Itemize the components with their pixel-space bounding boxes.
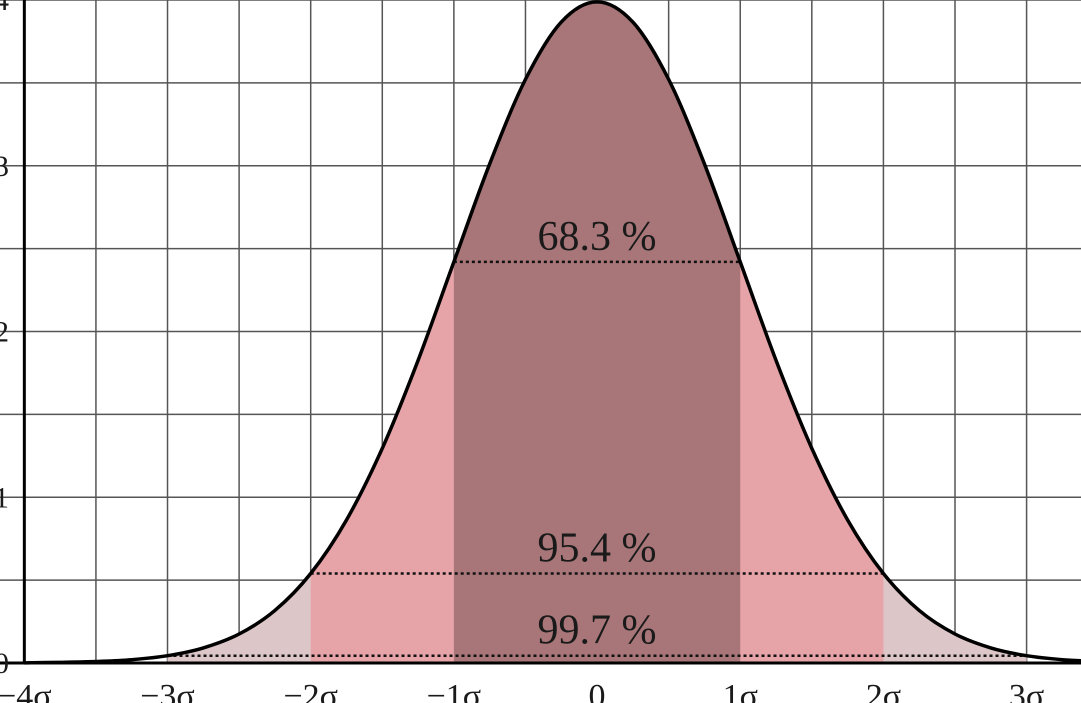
x-tick-label: −3σ (140, 678, 195, 703)
band-label: 95.4 % (538, 525, 657, 571)
y-tick-label: 0.3 (0, 150, 9, 183)
y-tick-label: 0.4 (0, 0, 9, 17)
x-tick-label: −2σ (283, 678, 338, 703)
x-tick-label: 3σ (1009, 678, 1044, 703)
x-tick-label: 0 (589, 678, 606, 703)
y-tick-label: 0 (0, 647, 9, 680)
x-tick-label: 2σ (866, 678, 901, 703)
curve (24, 0, 1081, 665)
x-tick-label: −1σ (427, 678, 482, 703)
band-label: 68.3 % (538, 214, 657, 260)
band-label: 99.7 % (538, 608, 657, 654)
y-tick-label: 0.1 (0, 481, 9, 514)
x-tick-label: −4σ (0, 678, 52, 703)
x-tick-label: 1σ (723, 678, 758, 703)
y-tick-label: 0.2 (0, 316, 9, 349)
